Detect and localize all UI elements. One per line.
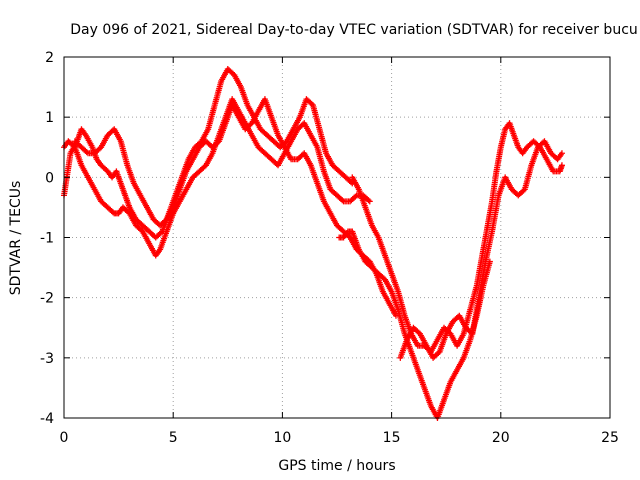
x-tick-label: 10 bbox=[273, 430, 291, 446]
data-point-series-5 bbox=[558, 150, 565, 157]
data-point-series-1 bbox=[109, 209, 116, 216]
y-tick-label: -4 bbox=[40, 411, 54, 427]
data-point-series-5 bbox=[435, 350, 442, 357]
chart-title: Day 096 of 2021, Sidereal Day-to-day VTE… bbox=[70, 22, 638, 38]
data-point-series-1 bbox=[352, 193, 359, 200]
y-tick-label: 2 bbox=[45, 50, 54, 66]
x-tick-label: 0 bbox=[60, 430, 69, 446]
y-tick-label: 0 bbox=[45, 170, 54, 186]
x-tick-label: 25 bbox=[601, 430, 619, 446]
y-axis-tick-labels: -4 -3 -2 -1 0 1 2 bbox=[40, 50, 54, 427]
data-point-series-0 bbox=[308, 100, 315, 107]
y-tick-label: -3 bbox=[40, 351, 54, 367]
x-axis-label: GPS time / hours bbox=[278, 458, 395, 474]
data-point-series-1 bbox=[365, 197, 372, 204]
axis-ticks bbox=[63, 56, 611, 419]
x-tick-label: 20 bbox=[492, 430, 510, 446]
x-tick-label: 5 bbox=[169, 430, 178, 446]
y-tick-label: -1 bbox=[40, 231, 54, 247]
data-point-series-2 bbox=[83, 149, 90, 156]
data-point-series-2 bbox=[214, 139, 221, 146]
x-tick-label: 15 bbox=[383, 430, 401, 446]
y-axis-label: SDTVAR / TECUs bbox=[8, 181, 24, 296]
data-point-series-1 bbox=[339, 197, 346, 204]
data-point-series-4 bbox=[558, 162, 565, 169]
data-point-series-5 bbox=[520, 187, 527, 194]
x-axis-tick-labels: 0 5 10 15 20 25 bbox=[60, 430, 619, 446]
data-point-series-1 bbox=[366, 198, 373, 205]
y-tick-label: -2 bbox=[40, 291, 54, 307]
y-tick-label: 1 bbox=[45, 110, 54, 126]
data-point-series-0 bbox=[157, 229, 164, 236]
data-point-series-1 bbox=[70, 143, 77, 150]
data-points bbox=[61, 66, 565, 421]
